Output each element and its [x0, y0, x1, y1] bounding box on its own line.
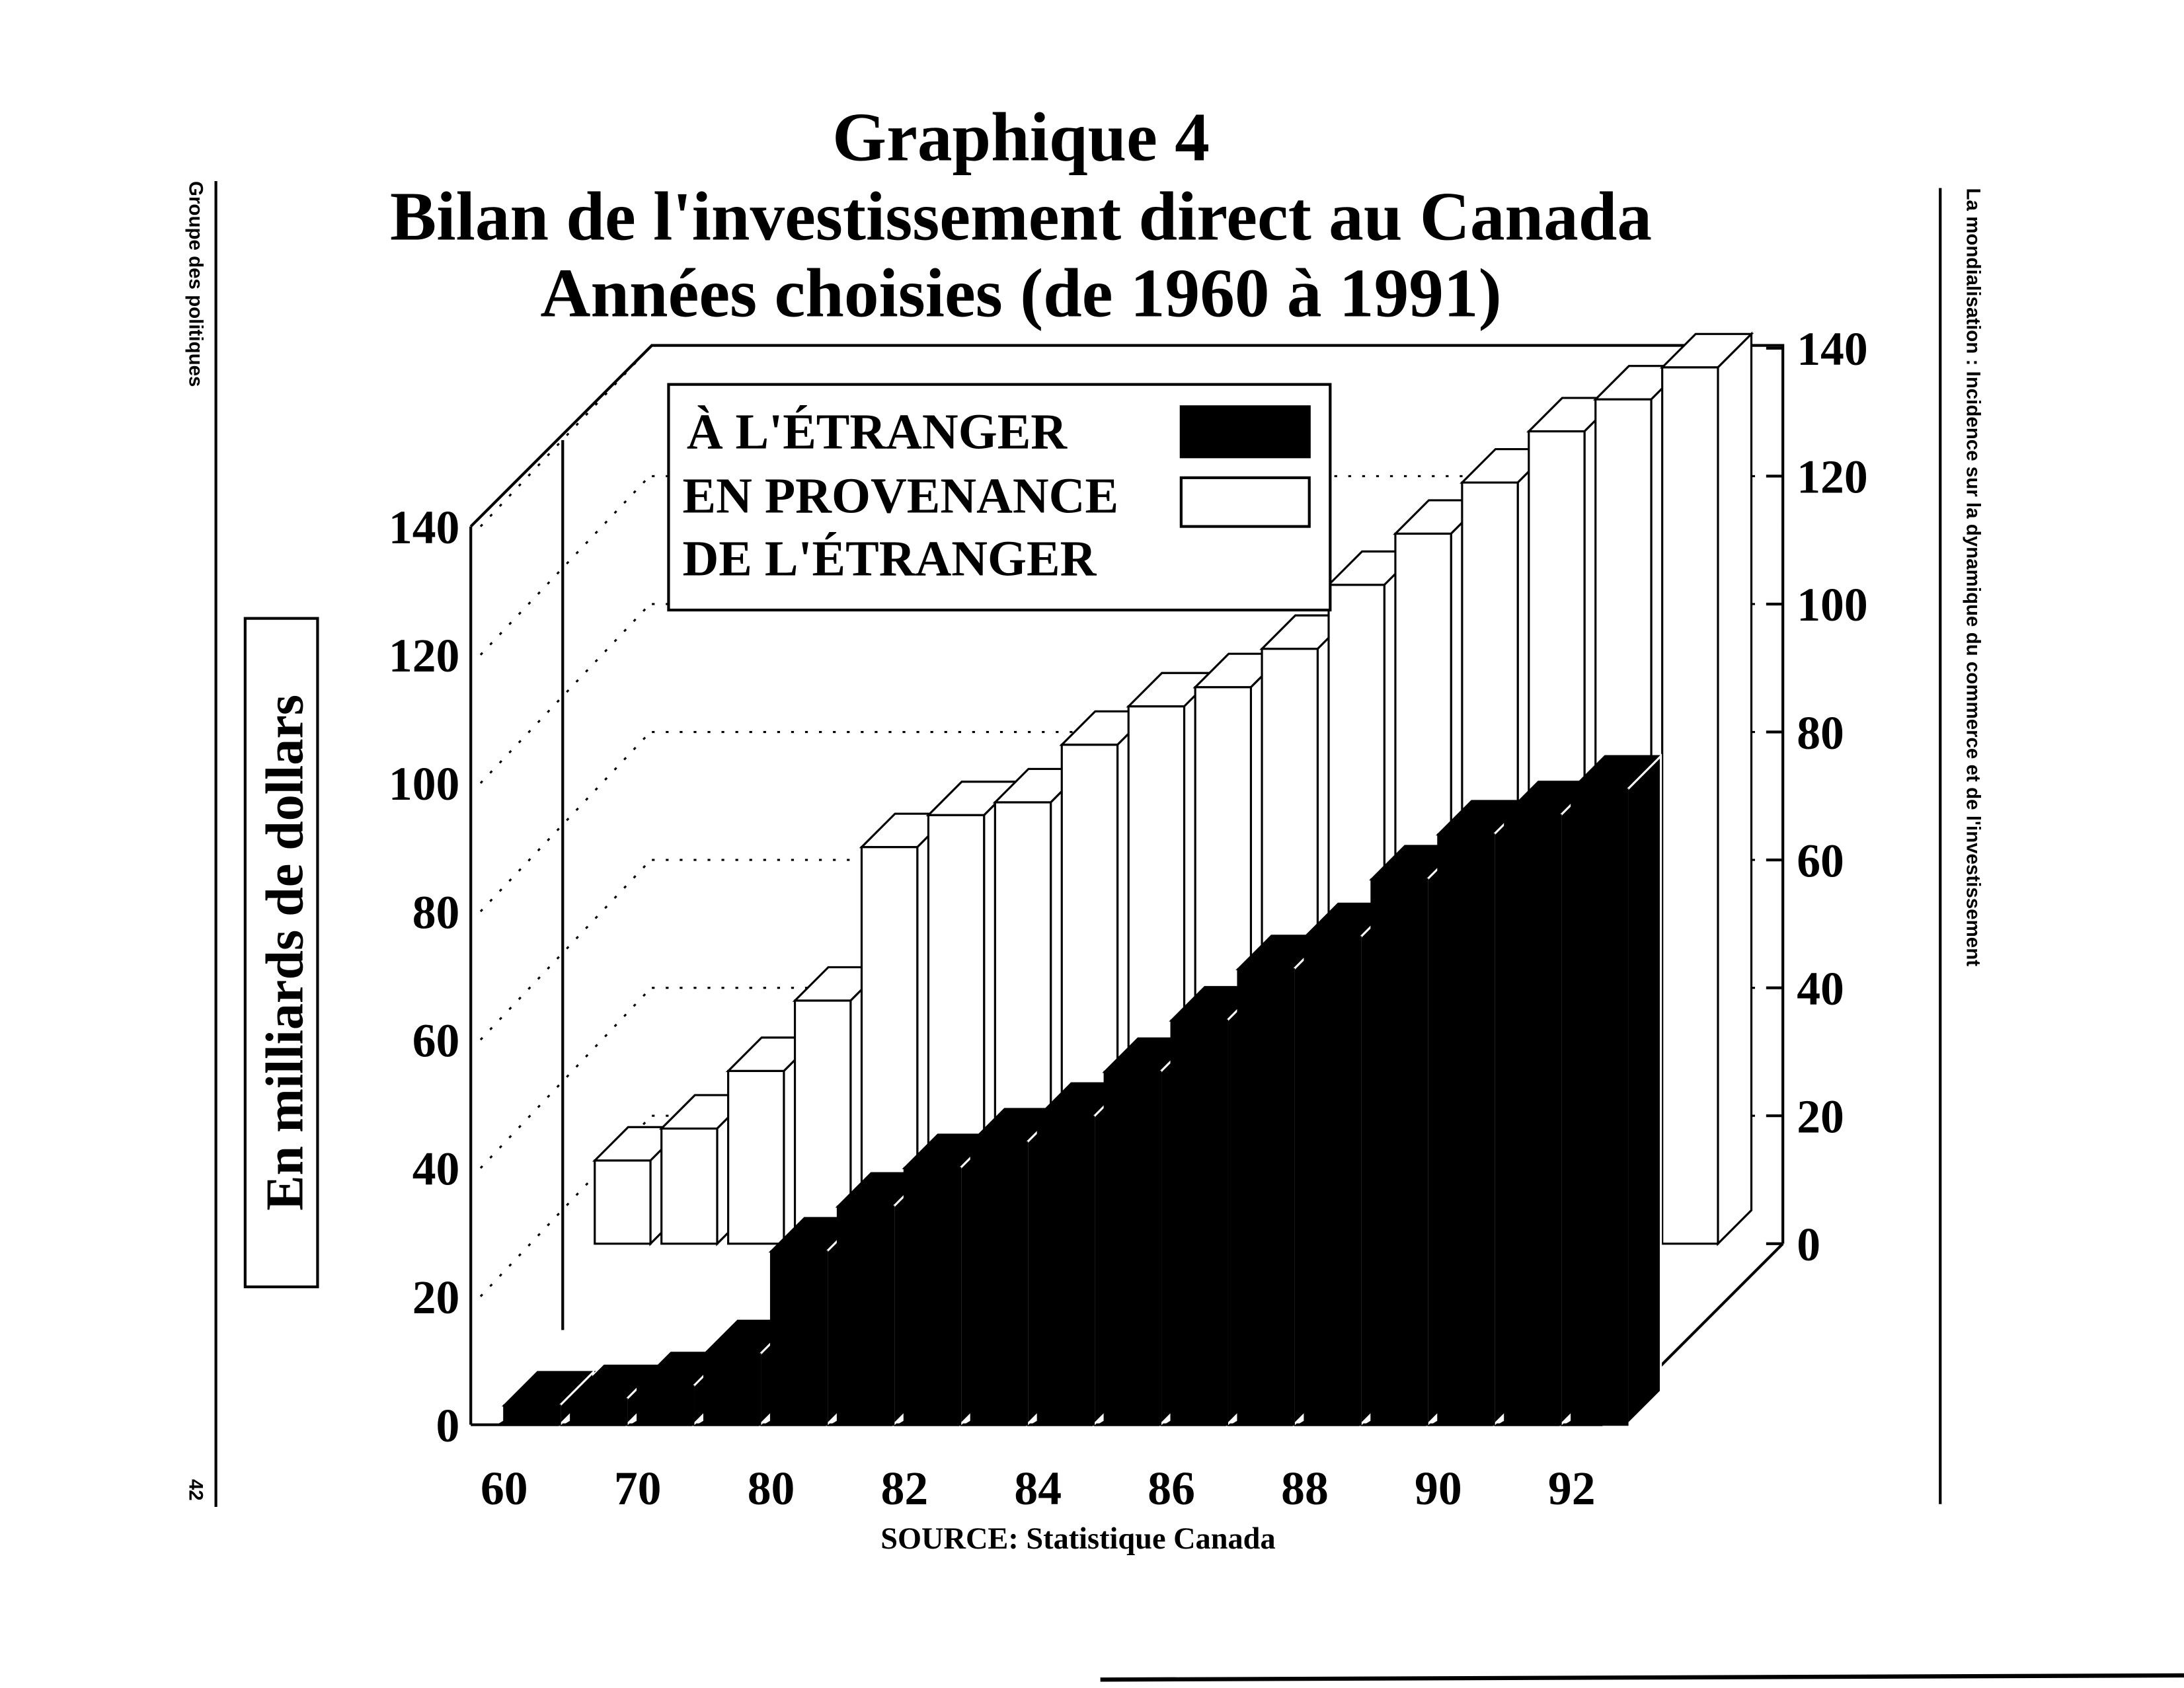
x-tick: [1432, 1399, 1475, 1426]
frame: [469, 344, 1785, 1244]
y-tick-label: 40: [412, 1143, 460, 1196]
x-tick: [832, 1399, 875, 1426]
x-tick: [565, 1399, 608, 1426]
x-tick: [765, 1399, 808, 1426]
x-tick-label: 88: [1281, 1463, 1329, 1515]
x-tick-label: 80: [748, 1463, 795, 1515]
right-margin-text: La mondialisation : Incidence sur la dyn…: [1962, 188, 1984, 967]
bar: [1103, 1071, 1162, 1426]
y-tick-label: 80: [412, 886, 460, 939]
bar: [1661, 366, 1719, 1245]
x-tick: [1298, 1399, 1342, 1426]
bar: [903, 1167, 962, 1426]
left-margin-text: Groupe des politiques: [185, 181, 207, 387]
bar: [660, 1127, 719, 1245]
bar: [503, 1404, 561, 1426]
y-axis-label: En milliards de dollars: [256, 695, 314, 1211]
x-tick: [1098, 1399, 1142, 1426]
x-tick-label: 90: [1415, 1463, 1462, 1515]
y-tick-label: 20: [412, 1272, 460, 1324]
x-tick-label: 82: [881, 1463, 929, 1515]
grid-line: [479, 730, 653, 913]
x-tick: [965, 1399, 1008, 1426]
legend-label-box: EN PROVENANCE DE L'ÉTRANGER: [682, 468, 1119, 587]
bar: [1571, 788, 1629, 1426]
page-number: 42: [185, 1479, 207, 1501]
y2-tick-label: 20: [1797, 1091, 1844, 1143]
legend-swatch: [1179, 405, 1311, 459]
y2-tick-label: 140: [1797, 323, 1867, 375]
y-tick-label: 120: [389, 630, 459, 682]
y-label-box: [243, 617, 319, 1289]
legend-swatch: [1179, 476, 1311, 528]
y2-tick-label: 0: [1797, 1219, 1820, 1271]
page-rule: [1100, 1673, 2184, 1682]
bar-group: [1659, 331, 1754, 1247]
bar: [570, 1398, 628, 1426]
legend-label: EN PROVENANCE DE L'ÉTRANGER: [682, 468, 1119, 587]
y2-tick-label: 60: [1797, 835, 1844, 887]
x-tick: [1032, 1399, 1075, 1426]
bar: [594, 1159, 652, 1245]
chart-title: Graphique 4: [832, 98, 1210, 175]
bar: [1237, 968, 1295, 1426]
x-tick: [1499, 1399, 1542, 1426]
x-tick: [898, 1399, 941, 1426]
bar-side: [1626, 753, 1662, 1428]
y-tick-label: 0: [436, 1400, 460, 1452]
x-tick: [1565, 1399, 1609, 1426]
bar: [970, 1141, 1029, 1426]
bar: [727, 1069, 785, 1245]
grid-line: [479, 601, 653, 784]
bar: [1370, 878, 1428, 1426]
bar: [1504, 814, 1562, 1426]
y2-tick-label: 80: [1797, 707, 1844, 759]
y2-tick-label: 40: [1797, 963, 1844, 1015]
bar: [703, 1353, 761, 1426]
y-tick-label: 100: [389, 758, 459, 810]
bar: [836, 1206, 895, 1426]
x-tick-label: 84: [1014, 1463, 1062, 1515]
bar-group: [1569, 753, 1664, 1428]
x-tick: [1231, 1399, 1275, 1426]
x-tick: [698, 1399, 742, 1426]
chart-subtitle: Années choisies (de 1960 à 1991): [540, 254, 1501, 331]
grid-line: [479, 858, 653, 1041]
x-tick-label: 60: [481, 1463, 528, 1515]
y-tick-label: 60: [412, 1015, 460, 1067]
source-note: SOURCE: Statistique Canada: [880, 1522, 1275, 1556]
chart-subtitle: Bilan de l'investissement direct au Cana…: [390, 178, 1652, 255]
y-tick-label: 140: [389, 502, 459, 554]
y2-tick-label: 100: [1797, 579, 1867, 631]
bar-side: [1717, 331, 1753, 1247]
bar: [1437, 833, 1495, 1426]
x-tick: [1165, 1399, 1208, 1426]
bar: [1304, 936, 1362, 1426]
x-tick-label: 70: [614, 1463, 662, 1515]
x-tick: [498, 1399, 541, 1426]
x-tick: [1365, 1399, 1409, 1426]
x-tick-label: 86: [1148, 1463, 1195, 1515]
bar: [769, 1250, 828, 1426]
y2-tick-label: 120: [1797, 451, 1867, 504]
bar: [1170, 1019, 1228, 1426]
bar: [1036, 1116, 1095, 1426]
legend-label: À L'ÉTRANGER: [687, 404, 1068, 460]
x-tick-label: 92: [1548, 1463, 1596, 1515]
grid-line: [479, 473, 653, 656]
x-tick: [631, 1399, 675, 1426]
